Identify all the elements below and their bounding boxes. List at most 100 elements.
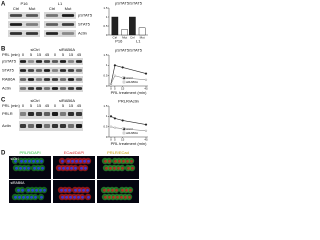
blot-band [27,69,35,72]
series-point [121,76,124,79]
nucleus [118,159,121,163]
nucleus [78,188,81,192]
blot-band [27,112,35,116]
y-tick-label: 0 [106,33,108,37]
blot-strip [8,12,40,19]
nucleus [70,166,73,170]
row-label: STAT5 [78,22,91,27]
blot-band [67,112,75,116]
nucleus [87,195,90,199]
lane-label: 0 [54,52,57,57]
blot-band [51,69,59,72]
blot-band [75,112,83,116]
nucleus [87,159,90,163]
nucleus [122,159,125,163]
blot-band [43,60,51,63]
nucleus [104,159,107,163]
nucleus [79,159,82,163]
condition-label: siCtrl [30,47,39,52]
blot-strip [44,30,76,37]
blot-band [27,87,35,90]
lane-label: 5 [62,103,65,108]
nucleus [20,159,23,163]
blot-band [59,112,67,116]
nucleus [86,188,89,192]
nucleus [128,195,131,199]
time-label: PRL (min) [2,103,21,108]
blot-band [75,124,83,128]
nucleus [39,188,42,192]
group-label: P16 [115,39,123,44]
nucleus [82,188,85,192]
chart-title: pSTAT5/STAT5 [115,48,143,53]
x-tick-label: Ctrl [113,35,118,39]
blot-band [25,23,39,26]
blot-band [25,32,39,35]
x-tick-label: Mut [122,35,127,39]
blot-band [43,87,51,90]
series-point [144,78,148,81]
nucleus [104,195,107,199]
row-label: RAB6A [2,77,15,82]
nucleus [74,188,77,192]
blot-strip [8,30,40,37]
blot-band [35,78,43,81]
nucleus [15,166,18,170]
nucleus [23,166,26,170]
series-point [113,126,116,129]
x-tick-label: Mut [140,35,145,39]
series-point [144,72,148,75]
bar [111,16,119,36]
series-point [109,115,113,118]
nucleus [129,188,132,192]
row-label: Actin [2,123,11,128]
blot-band [75,69,83,72]
nucleus [115,188,118,192]
nucleus [131,166,134,170]
x-tick-label: 45 [144,87,148,91]
blot-band [19,60,27,63]
nucleus [67,159,70,163]
nucleus [108,195,111,199]
panel-label: A [1,2,6,8]
series-line [110,64,147,84]
blot-band [51,124,59,128]
panel-label: C [1,98,6,104]
nucleus [33,166,36,170]
nucleus [36,159,39,163]
nucleus [64,188,67,192]
lane-label: 15 [69,103,74,108]
series-point [121,66,124,69]
blot-band [45,32,59,35]
lane-label: 5 [30,103,33,108]
y-tick-label: 0.5 [103,124,108,128]
blot-band [67,78,75,81]
nucleus [24,159,27,163]
series-point [113,64,116,67]
blot-band [51,60,59,63]
blot-band [43,124,51,128]
x-tick-label: 0 [110,87,112,91]
blot-band [67,124,75,128]
blot-strip [19,58,83,65]
group-label: L1 [136,39,141,44]
blot-band [59,124,67,128]
blot-strip [19,67,83,74]
row-label: Actin [78,31,87,36]
bar [121,29,128,36]
nucleus [27,188,30,192]
nucleus [19,166,22,170]
nucleus [28,159,31,163]
series-point [109,82,113,86]
blot-band [75,87,83,90]
blot-band [35,69,43,72]
column-header: PRLR/ECad [107,150,129,155]
blot-band [67,87,75,90]
nucleus [121,166,124,170]
blot-band [9,32,23,35]
lane-label: 45 [45,103,50,108]
nucleus [37,166,40,170]
nucleus [80,166,83,170]
row-label: PRLR [2,111,13,116]
